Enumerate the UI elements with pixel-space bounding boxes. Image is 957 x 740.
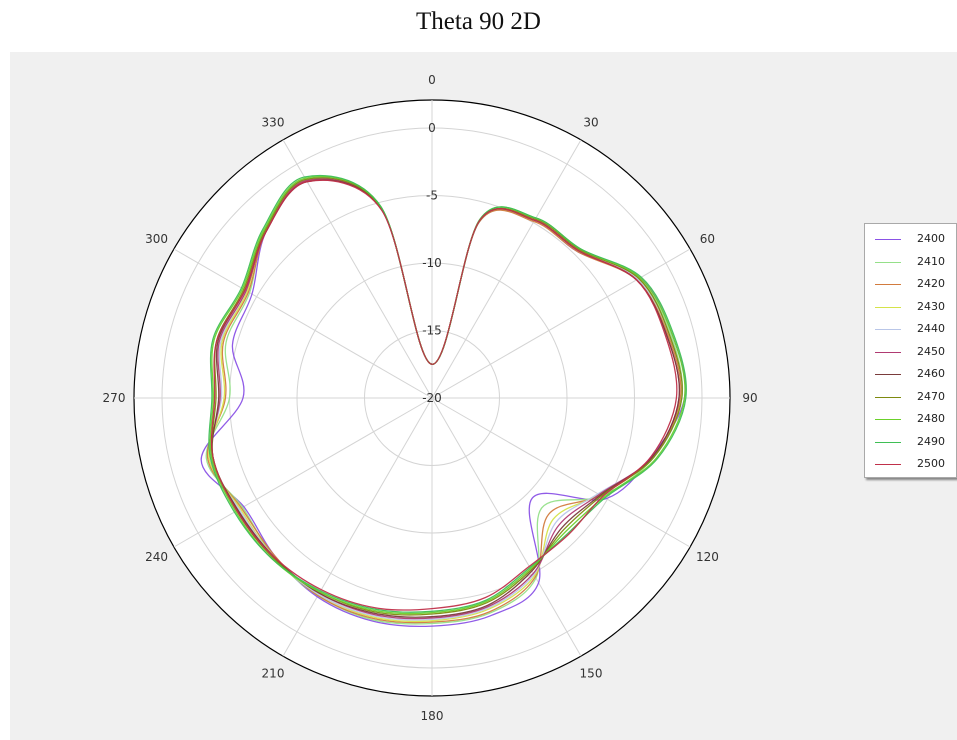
angle-tick-label: 30	[583, 116, 598, 130]
legend-item: 2460	[865, 363, 956, 385]
legend-swatch	[875, 464, 901, 465]
angle-tick-label: 0	[428, 73, 436, 87]
grid-spoke	[282, 139, 433, 399]
radial-tick-label: -20	[422, 391, 442, 405]
legend-item: 2480	[865, 408, 956, 430]
angle-tick-label: 210	[262, 666, 285, 680]
series-line-2480	[209, 175, 686, 615]
legend-label: 2440	[917, 322, 945, 335]
legend-swatch	[875, 396, 901, 398]
legend-label: 2420	[917, 277, 945, 290]
legend-item: 2500	[865, 453, 956, 475]
radial-tick-label: 0	[428, 121, 436, 135]
legend-item: 2420	[865, 273, 956, 295]
series-line-2490	[208, 174, 687, 613]
angle-tick-label: 180	[421, 709, 444, 723]
legend-label: 2400	[917, 232, 945, 245]
series-group	[200, 174, 687, 628]
series-line-2500	[210, 179, 678, 611]
legend-item: 2400	[865, 228, 956, 250]
legend-item: 2430	[865, 296, 956, 318]
chart-title: Theta 90 2D	[416, 8, 541, 35]
legend-label: 2470	[917, 389, 945, 403]
angle-tick-label: 270	[103, 391, 126, 405]
grid-spoke	[431, 397, 691, 548]
angle-tick-label: 330	[262, 116, 285, 130]
legend-swatch	[875, 441, 901, 443]
grid-spoke	[431, 397, 582, 657]
legend-label: 2460	[917, 367, 945, 380]
legend-swatch	[875, 329, 901, 330]
angle-tick-label: 120	[696, 550, 719, 564]
radial-tick-label: -15	[422, 324, 442, 338]
legend-item: 2440	[865, 318, 956, 340]
legend-item: 2410	[865, 251, 956, 273]
legend-item: 2490	[865, 431, 956, 453]
grid-spoke	[431, 248, 691, 399]
legend-swatch	[875, 419, 901, 420]
legend-item: 2450	[865, 341, 956, 363]
legend-label: 2480	[917, 412, 945, 425]
legend-item: 2470	[865, 386, 956, 408]
grid-spoke	[173, 397, 433, 548]
grid-spoke	[282, 397, 433, 657]
angle-tick-label: 60	[700, 232, 715, 246]
tick-labels: 0 30 60 90 120 150 180 210 240 270 300 330 0 -5 -10 -15…	[103, 73, 758, 723]
legend-label: 2450	[917, 344, 945, 358]
angle-tick-label: 300	[145, 232, 168, 246]
legend-label: 2500	[917, 457, 945, 470]
grid-spoke	[173, 248, 433, 399]
legend-label: 2490	[917, 434, 945, 448]
legend-swatch	[875, 351, 901, 353]
angle-tick-label: 240	[145, 550, 168, 564]
series-line-2470	[211, 177, 683, 616]
grid-spoke	[431, 139, 582, 399]
angle-tick-label: 90	[742, 391, 757, 405]
radial-tick-label: -10	[422, 256, 442, 270]
legend-swatch	[875, 374, 901, 375]
radial-tick-label: -5	[426, 189, 438, 203]
legend-swatch	[875, 261, 901, 263]
legend: 2400 2410 2420 2430 2440 2450 2460 2470 2480 2490…	[864, 223, 957, 478]
legend-swatch	[875, 239, 901, 240]
angle-tick-label: 150	[580, 666, 603, 680]
legend-label: 2410	[917, 254, 945, 268]
legend-swatch	[875, 284, 901, 285]
legend-swatch	[875, 306, 901, 308]
legend-label: 2430	[917, 299, 945, 313]
